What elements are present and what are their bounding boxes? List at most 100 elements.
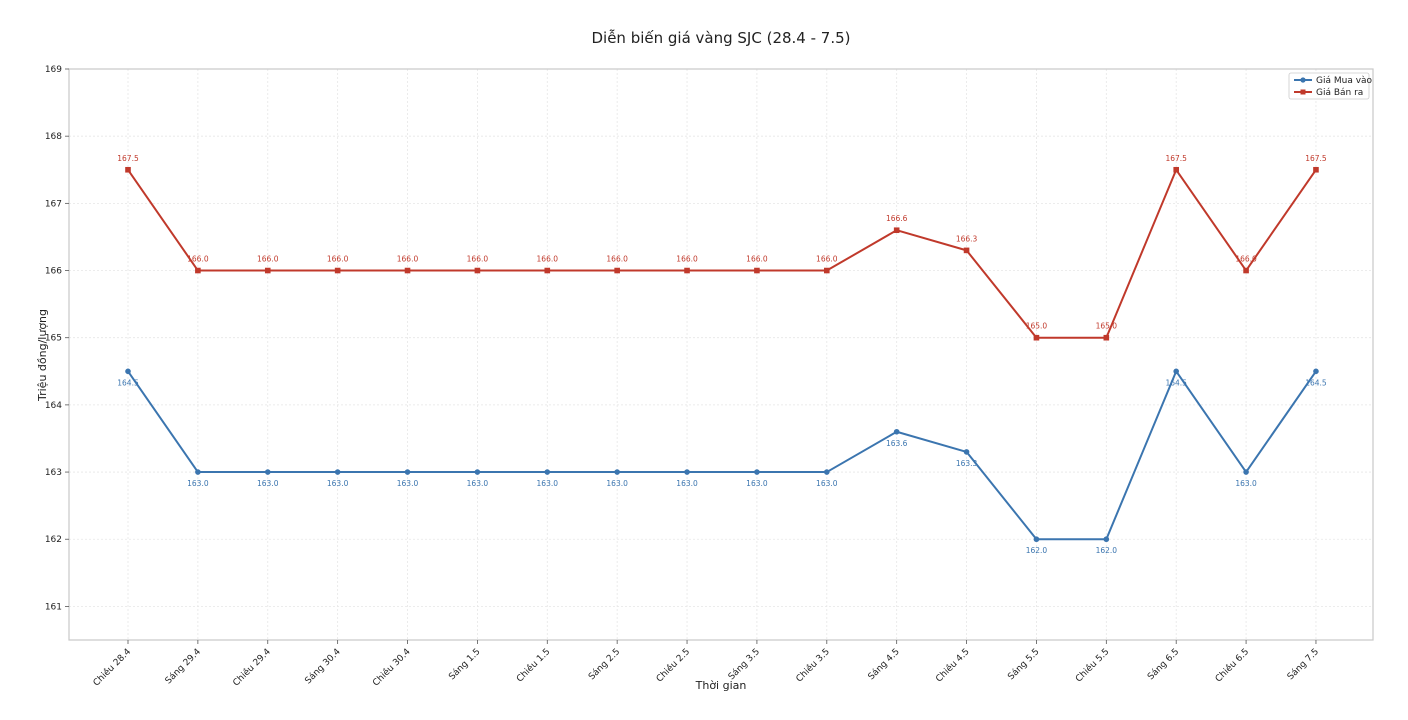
data-label: 164.5 xyxy=(117,378,139,387)
x-tick-label: Sáng 30.4 xyxy=(303,647,342,686)
data-point xyxy=(893,428,900,435)
y-tick-label: 163 xyxy=(45,468,62,478)
data-label: 167.5 xyxy=(117,154,139,163)
data-label: 163.0 xyxy=(606,479,628,488)
data-point xyxy=(334,267,341,274)
y-tick-label: 165 xyxy=(45,334,62,344)
data-point xyxy=(1243,267,1249,274)
data-label: 166.6 xyxy=(886,214,908,223)
data-label: 163.0 xyxy=(676,479,698,488)
data-point xyxy=(544,267,551,274)
x-tick-label: Chiều 2.5 xyxy=(654,646,692,684)
data-point xyxy=(1103,334,1110,341)
data-label: 166.3 xyxy=(956,234,978,243)
y-tick-label: 161 xyxy=(45,602,62,612)
y-tick-label: 162 xyxy=(45,535,62,545)
data-point xyxy=(1103,536,1110,543)
data-point xyxy=(614,267,620,274)
data-point xyxy=(1173,166,1179,173)
data-point xyxy=(544,469,551,475)
data-label: 166.0 xyxy=(327,255,349,264)
data-point xyxy=(125,166,131,173)
data-label: 163.6 xyxy=(886,439,908,448)
series-line-sell xyxy=(127,168,1317,339)
x-tick-label: Chiều 3.5 xyxy=(794,646,832,684)
data-label: 166.0 xyxy=(187,255,209,264)
y-tick-label: 168 xyxy=(45,132,62,142)
data-label: 163.0 xyxy=(397,479,419,488)
data-label: 163.0 xyxy=(257,479,279,488)
data-point xyxy=(125,368,131,375)
x-tick-label: Sáng 5.5 xyxy=(1006,647,1041,682)
x-tick-label: Chiều 30.4 xyxy=(370,646,412,688)
data-point xyxy=(1173,368,1179,375)
data-point xyxy=(474,469,481,475)
data-point xyxy=(264,267,271,274)
legend: Giá Mua vào Giá Bán ra xyxy=(1288,72,1373,100)
y-tick-label: 166 xyxy=(45,267,62,277)
data-label: 166.0 xyxy=(257,255,279,264)
data-point xyxy=(264,469,271,475)
x-tick-label: Chiều 28.4 xyxy=(91,646,133,688)
data-point xyxy=(404,267,411,274)
x-tick-label: Chiều 1.5 xyxy=(514,646,552,684)
data-label: 167.5 xyxy=(1305,154,1327,163)
data-point xyxy=(195,267,201,274)
data-point xyxy=(754,267,760,274)
data-label: 166.0 xyxy=(1235,255,1257,264)
series-line-buy xyxy=(127,370,1317,541)
data-label: 164.5 xyxy=(1165,378,1187,387)
data-label: 166.0 xyxy=(467,255,489,264)
data-point xyxy=(195,469,201,475)
data-label: 162.0 xyxy=(1096,546,1118,555)
data-point xyxy=(684,469,690,475)
legend-marker-buy xyxy=(1300,77,1306,83)
y-tick-label: 164 xyxy=(45,401,62,411)
data-label: 165.0 xyxy=(1026,322,1048,331)
data-label: 163.0 xyxy=(746,479,768,488)
data-point xyxy=(963,449,970,455)
x-tick-label: Sáng 2.5 xyxy=(587,647,622,682)
data-label: 163.0 xyxy=(1235,479,1257,488)
data-label: 166.0 xyxy=(537,255,559,264)
legend-label-buy: Giá Mua vào xyxy=(1316,76,1373,86)
x-tick-label: Chiều 4.5 xyxy=(934,646,972,684)
data-point xyxy=(893,227,900,234)
data-label: 166.0 xyxy=(397,255,419,264)
data-label: 167.5 xyxy=(1165,154,1187,163)
data-point xyxy=(824,267,830,274)
data-label: 165.0 xyxy=(1096,322,1118,331)
legend-marker-sell xyxy=(1300,89,1306,95)
x-tick-label: Sáng 29.4 xyxy=(164,647,203,686)
x-tick-label: Chiều 6.5 xyxy=(1213,646,1251,684)
x-tick-label: Chiều 5.5 xyxy=(1073,646,1111,684)
x-tick-label: Sáng 3.5 xyxy=(727,647,762,682)
data-label: 166.0 xyxy=(676,255,698,264)
y-axis: 161 162 163 164 165 166 167 168 169 xyxy=(45,65,69,612)
data-label: 163.0 xyxy=(537,479,559,488)
x-tick-label: Sáng 4.5 xyxy=(867,647,902,682)
data-point xyxy=(474,267,481,274)
series-group xyxy=(125,166,1319,543)
data-label: 163.0 xyxy=(467,479,489,488)
legend-label-sell: Giá Bán ra xyxy=(1316,88,1363,98)
data-label: 163.0 xyxy=(187,479,209,488)
data-point xyxy=(1313,368,1319,375)
data-point xyxy=(614,469,620,475)
data-point xyxy=(1313,166,1319,173)
data-point xyxy=(404,469,411,475)
data-point xyxy=(1033,334,1040,341)
chart-title: Diễn biến giá vàng SJC (28.4 - 7.5) xyxy=(591,29,850,47)
data-label: 164.5 xyxy=(1305,378,1327,387)
data-labels: 164.5 163.0 163.0 163.0 163.0 163.0 163.0 163.0… xyxy=(117,154,1327,555)
data-label: 166.0 xyxy=(606,255,628,264)
x-tick-label: Chiều 29.4 xyxy=(231,646,273,688)
y-tick-label: 167 xyxy=(45,199,62,209)
x-axis-label: Thời gian xyxy=(695,679,747,692)
data-label: 163.3 xyxy=(956,459,978,468)
data-point xyxy=(754,469,760,475)
x-tick-label: Sáng 6.5 xyxy=(1146,647,1181,682)
data-point xyxy=(334,469,341,475)
